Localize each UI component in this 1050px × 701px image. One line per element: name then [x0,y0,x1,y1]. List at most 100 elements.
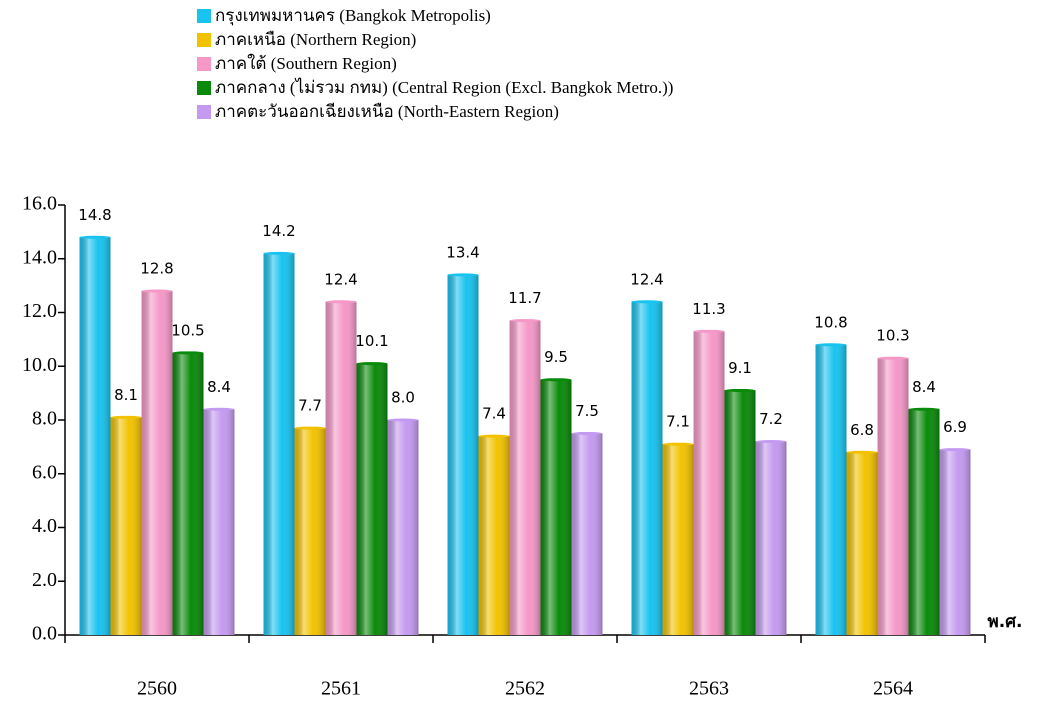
bar-shine [631,301,663,635]
value-label: 8.0 [391,389,415,407]
bar-cap [693,329,725,333]
value-label: 7.1 [666,413,690,431]
bar-cap [540,378,572,382]
value-label: 10.8 [814,313,847,331]
value-label: 14.2 [262,222,295,240]
y-tick-label: 12.0 [22,300,57,322]
x-tick-label: 2564 [873,678,913,700]
bar-cap [294,426,326,430]
bar-shine [815,344,847,635]
bar-shine [478,436,510,635]
bar-cap [908,407,940,411]
bar-shine [540,379,572,635]
value-label: 10.3 [876,327,909,345]
bar-shine [877,358,909,635]
value-label: 11.7 [508,289,541,307]
value-label: 10.5 [171,321,204,339]
bar-cap [79,235,111,239]
x-tick-label: 2561 [321,678,361,700]
bar-shine [172,352,204,635]
bar-cap [478,434,510,438]
value-label: 7.4 [482,405,506,423]
y-tick-label: 6.0 [32,461,57,483]
legend-swatch [197,33,211,47]
value-label: 8.1 [114,386,138,404]
value-label: 9.5 [544,348,568,366]
bar-shine [846,452,878,635]
bar-shine [755,441,787,635]
bar-cap [815,343,847,347]
bar-cap [356,362,388,366]
value-label: 8.4 [207,378,231,396]
value-label: 7.5 [575,402,599,420]
bar-cap [325,300,357,304]
bar-shine [939,449,971,635]
bar-cap [571,431,603,435]
legend-label: กรุงเทพมหานคร (Bangkok Metropolis) [215,6,491,26]
bar-cap [755,440,787,443]
value-label: 7.2 [759,410,783,428]
y-tick-label: 10.0 [22,354,57,376]
legend-swatch [197,57,211,71]
bar-shine [263,253,295,635]
legend-swatch [197,105,211,119]
bar-cap [846,450,878,454]
x-axis-label: พ.ศ. [988,612,1023,632]
legend-label: ภาคกลาง (ไม่รวม กทม) (Central Region (Ex… [215,77,673,97]
x-tick-label: 2563 [689,678,729,700]
x-tick-label: 2562 [505,678,545,700]
bar-shine [387,420,419,635]
bar-shine [908,409,940,635]
y-tick-label: 8.0 [32,408,57,430]
value-label: 12.8 [140,260,173,278]
x-tick-label: 2560 [137,678,177,700]
bar-shine [79,237,111,635]
value-label: 9.1 [728,359,752,377]
legend-label: ภาคตะวันออกเฉียงเหนือ (North-Eastern Reg… [215,102,559,121]
y-tick-label: 4.0 [32,515,57,537]
bar-cap [939,448,971,452]
bar-shine [356,363,388,635]
bar-shine [509,320,541,635]
bar-shine [141,291,173,635]
value-label: 12.4 [324,270,357,288]
bar-shine [294,428,326,635]
y-tick-label: 16.0 [22,193,57,215]
legend-label: ภาคเหนือ (Northern Region) [215,30,416,49]
bar-shine [724,390,756,635]
bar-shine [662,444,694,635]
value-label: 12.4 [630,270,663,288]
bar-cap [631,300,663,304]
bar-cap [877,356,909,360]
bar-shine [110,417,142,635]
bar-cap [387,418,419,422]
value-label: 8.4 [912,378,936,396]
value-label: 7.7 [298,397,322,415]
bar-cap [509,319,541,323]
value-label: 14.8 [78,206,111,224]
value-label: 10.1 [355,332,388,350]
bar-cap [141,289,173,293]
bar-cap [263,251,295,255]
y-tick-label: 0.0 [32,623,57,645]
legend-swatch [197,9,211,23]
bar-shine [447,274,479,635]
bar-cap [203,407,235,411]
value-label: 13.4 [446,243,479,261]
bar-shine [203,409,235,635]
bar-shine [325,301,357,635]
value-label: 11.3 [692,300,725,318]
y-tick-label: 14.0 [22,246,57,268]
legend-label: ภาคใต้ (Southern Region) [215,53,397,73]
value-label: 6.8 [850,421,874,439]
bar-cap [447,273,479,277]
bar-shine [571,433,603,635]
bar-shine [693,331,725,635]
bar-cap [662,442,694,446]
bar-cap [724,388,756,392]
value-label: 6.9 [943,418,967,436]
bar-cap [110,415,142,419]
bar-cap [172,351,204,355]
legend-swatch [197,81,211,95]
